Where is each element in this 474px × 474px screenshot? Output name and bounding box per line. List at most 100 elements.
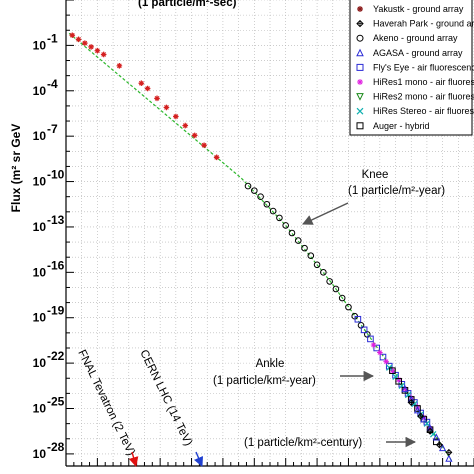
legend-label: AGASA - ground array <box>373 48 463 58</box>
annotation-ankle-title: Ankle <box>256 358 285 370</box>
y-tick-label: 10 <box>33 356 47 370</box>
data-point <box>307 252 315 259</box>
data-point <box>288 229 296 237</box>
legend-box <box>349 0 473 136</box>
data-point <box>263 200 271 208</box>
y-tick-exponent: -25 <box>47 395 65 409</box>
data-point-cross <box>446 449 452 456</box>
y-tick-label: 10 <box>33 220 47 234</box>
data-point <box>414 405 421 412</box>
y-tick-exponent: -19 <box>47 304 65 318</box>
y-tick-label: 10 <box>33 265 47 279</box>
y-tick-exponent: -22 <box>47 349 65 363</box>
data-point <box>94 47 101 54</box>
annotation-century-rate: (1 particle/km²-century) <box>244 437 362 449</box>
data-point <box>395 377 402 385</box>
tevatron-arrow <box>128 451 139 467</box>
y-tick-label: 10 <box>33 402 47 416</box>
data-point <box>144 85 151 92</box>
y-tick-exponent: -4 <box>47 77 58 91</box>
legend-marker-cross <box>357 20 363 27</box>
data-point <box>402 386 408 392</box>
data-point <box>251 187 258 194</box>
y-tick-label: 10 <box>33 84 47 98</box>
data-point <box>269 207 277 215</box>
data-point <box>154 95 160 102</box>
legend-marker <box>356 107 364 115</box>
data-point <box>163 104 170 111</box>
data-point <box>313 261 321 269</box>
data-point <box>282 222 289 229</box>
data-points <box>69 32 453 462</box>
data-point <box>360 326 368 334</box>
data-point <box>82 40 88 46</box>
y-tick-label: 10 <box>33 129 47 143</box>
lhc-arrow <box>194 451 204 467</box>
legend-marker <box>356 34 364 42</box>
data-point <box>383 358 389 365</box>
y-tick-label: 10 <box>33 38 47 52</box>
data-point <box>413 406 422 414</box>
knee-arrow <box>302 202 349 225</box>
data-point <box>257 193 264 200</box>
data-point <box>445 454 453 462</box>
data-point <box>100 51 107 58</box>
data-point <box>182 122 189 129</box>
annotation-top-rate: (1 particle/m²-sec) <box>138 0 237 9</box>
data-point-cross <box>408 399 415 406</box>
legend-label: Yakustk - ground array <box>373 4 464 14</box>
data-point <box>439 443 447 452</box>
legend: Yakustk - ground array Haverah Park - gro… <box>349 0 474 136</box>
legend-marker <box>357 6 363 12</box>
legend-marker <box>356 93 364 101</box>
legend-label: Haverah Park - ground array <box>373 19 474 29</box>
data-point <box>191 132 198 139</box>
data-point <box>338 294 346 302</box>
legend-marker <box>356 63 364 71</box>
annotation-ankle-rate: (1 particle/km²-year) <box>213 375 316 387</box>
data-point <box>213 154 220 161</box>
y-tick-exponent: -10 <box>47 168 65 182</box>
data-point <box>345 303 352 311</box>
data-point <box>326 278 333 285</box>
data-point <box>276 214 283 222</box>
annotation-knee-rate: (1 particle/m²-year) <box>348 185 445 197</box>
data-point <box>420 415 428 423</box>
data-point <box>395 376 402 383</box>
data-point <box>377 349 383 356</box>
data-point <box>173 113 179 120</box>
data-point <box>401 387 409 394</box>
data-point <box>320 269 327 276</box>
data-point <box>301 244 308 252</box>
y-tick-exponent: -13 <box>47 213 65 227</box>
y-tick-label: 10 <box>33 311 47 325</box>
data-point <box>116 63 123 69</box>
y-tick-label: 10 <box>33 447 47 461</box>
data-point <box>420 414 427 421</box>
legend-label: Akeno - ground array <box>373 33 458 43</box>
annotation-tevatron: FNAL Tevatron (2 TeV) <box>75 348 137 458</box>
y-tick-exponent: -28 <box>47 440 65 454</box>
data-point <box>367 335 374 343</box>
data-point <box>373 344 381 352</box>
data-point <box>432 433 440 441</box>
data-point <box>332 285 340 293</box>
data-point <box>379 353 387 361</box>
y-tick-label: 10 <box>33 175 47 189</box>
data-point <box>389 367 396 374</box>
data-point <box>370 342 377 348</box>
data-point-cross <box>436 442 443 448</box>
legend-label: HiRes Stereo - air fluorescence <box>373 106 474 116</box>
data-point <box>389 367 396 374</box>
data-point <box>408 395 415 401</box>
legend-label: Auger - hybrid <box>373 121 430 131</box>
y-tick-exponent: -1 <box>47 31 58 45</box>
data-point <box>69 32 76 39</box>
data-point <box>244 182 252 190</box>
y-tick-exponent: -7 <box>47 122 58 136</box>
data-point <box>294 237 302 244</box>
data-point <box>401 384 409 393</box>
legend-marker <box>356 122 364 130</box>
data-point-cross <box>417 413 424 419</box>
